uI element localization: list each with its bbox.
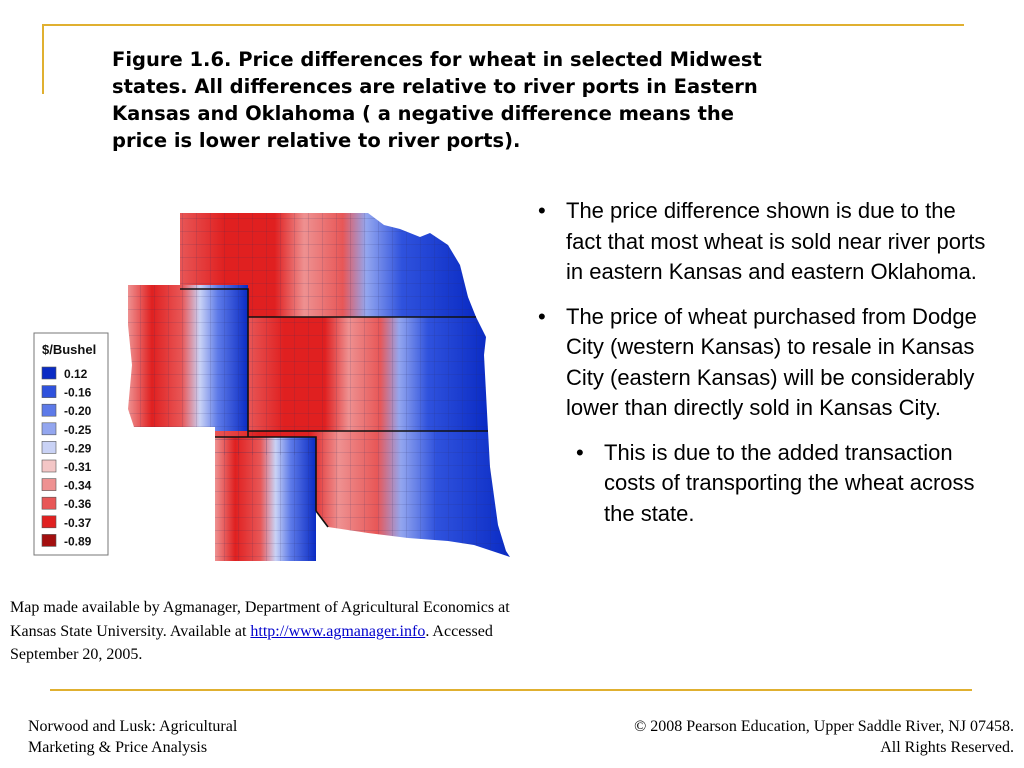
county-grid-colorado: [128, 285, 248, 437]
map-source-caption: Map made available by Agmanager, Departm…: [10, 596, 530, 667]
legend-label: -0.25: [64, 423, 92, 437]
legend-label: -0.31: [64, 460, 92, 474]
legend-swatch: [41, 385, 57, 398]
legend-label: 0.12: [64, 367, 88, 381]
bottom-accent-rule: [50, 689, 972, 691]
map-legend: $/Bushel 0.12 -0.16 -0.20 -0.25 -0.29 -0.31 -0…: [33, 332, 109, 556]
title-line-3: Kansas and Oklahoma ( a negative differe…: [112, 102, 735, 125]
title-line-1: Figure 1.6. Price differences for wheat …: [112, 48, 762, 71]
bullet-text-2: The price of wheat purchased from Dodge …: [566, 303, 977, 421]
legend-label: -0.16: [64, 386, 92, 400]
title-line-4: price is lower relative to river ports).: [112, 129, 521, 152]
legend-swatch: [41, 515, 57, 529]
legend-swatch: [41, 459, 57, 473]
bullet-dot: •: [538, 198, 546, 223]
legend-swatch: [41, 403, 57, 417]
county-grid-texas: [215, 437, 316, 561]
county-grid-kansas: [248, 317, 488, 431]
legend-title: $/Bushel: [42, 342, 96, 357]
footer-left-line-1: Norwood and Lusk: Agricultural: [28, 718, 238, 735]
county-grid-oklahoma: [215, 431, 510, 557]
footer-book-title: Norwood and Lusk: Agricultural Marketing…: [28, 716, 328, 758]
price-difference-map: $/Bushel 0.12 -0.16 -0.20 -0.25 -0.29 -0.31 -0…: [28, 205, 518, 575]
sub-bullet-text: This is due to the added transaction cos…: [604, 439, 975, 526]
state-borders: [180, 288, 488, 528]
bullet-list: • The price difference shown is due to t…: [536, 196, 996, 543]
sub-bullet-item: • This is due to the added transaction c…: [574, 438, 996, 530]
legend-swatch: [41, 422, 57, 436]
legend-swatch: [41, 534, 57, 547]
legend-label: -0.36: [64, 497, 92, 511]
title-line-2: states. All differences are relative to …: [112, 75, 758, 98]
footer-copyright: © 2008 Pearson Education, Upper Saddle R…: [514, 716, 1014, 758]
county-grid-nebraska: [180, 213, 476, 317]
bullet-item-1: • The price difference shown is due to t…: [536, 196, 996, 288]
legend-swatch: [41, 478, 57, 491]
footer-left-line-2: Marketing & Price Analysis: [28, 739, 208, 756]
bullet-dot: •: [576, 439, 584, 465]
footer-right-line-1: © 2008 Pearson Education, Upper Saddle R…: [634, 718, 1014, 735]
legend-label: -0.89: [64, 534, 92, 548]
top-accent-rule: [42, 24, 964, 26]
legend-swatch: [41, 366, 57, 380]
legend-label: -0.37: [64, 516, 92, 530]
bullet-dot: •: [538, 303, 546, 329]
footer-right-line-2: All Rights Reserved.: [880, 739, 1014, 756]
caption-text-1: Map made available by Agmanager, Departm…: [10, 599, 510, 640]
legend-label: -0.20: [64, 404, 92, 418]
legend-swatch: [41, 496, 57, 510]
agmanager-link[interactable]: http://www.agmanager.info: [250, 622, 426, 640]
legend-items: 0.12 -0.16 -0.20 -0.25 -0.29 -0.31 -0.34 -0.36 -…: [41, 366, 92, 548]
bullet-item-2: • The price of wheat purchased from Dodg…: [536, 302, 996, 424]
legend-label: -0.34: [64, 479, 92, 493]
legend-label: -0.29: [64, 441, 92, 455]
map-svg: $/Bushel 0.12 -0.16 -0.20 -0.25 -0.29 -0.31 -0…: [33, 213, 510, 561]
left-accent-rule: [42, 24, 44, 94]
figure-title: Figure 1.6. Price differences for wheat …: [112, 46, 872, 154]
legend-swatch: [41, 441, 57, 454]
bullet-text-1: The price difference shown is due to the…: [566, 198, 986, 284]
caption-text-2: . Accessed September 20, 2005.: [10, 622, 493, 664]
